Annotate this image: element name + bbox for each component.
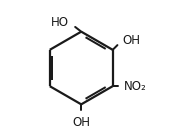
Text: HO: HO <box>51 16 69 29</box>
Text: OH: OH <box>72 116 90 129</box>
Text: NO₂: NO₂ <box>123 80 146 93</box>
Text: OH: OH <box>122 34 140 47</box>
